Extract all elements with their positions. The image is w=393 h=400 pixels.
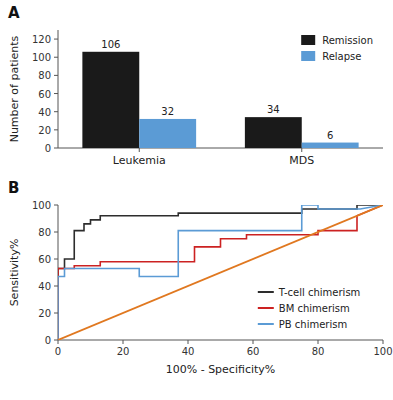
y-tick: [54, 286, 58, 287]
y-tick: [54, 340, 58, 341]
legend: Remission Relapse: [301, 35, 373, 62]
series-line: [58, 205, 383, 340]
y-tick: [54, 111, 58, 112]
bar: [302, 143, 359, 148]
x-tick-label: 0: [55, 346, 61, 357]
y-tick: [54, 39, 58, 40]
x-axis-label: 100% - Specificity%: [166, 363, 276, 376]
y-tick-label: 100: [32, 200, 51, 211]
y-tick: [54, 93, 58, 94]
y-tick: [54, 75, 58, 76]
lines: [58, 205, 383, 340]
x-tick: [139, 148, 140, 152]
y-tick: [54, 313, 58, 314]
data-label: 106: [101, 39, 120, 50]
x-tick-label: 20: [117, 346, 130, 357]
y-axis-label: Sensitivity%: [8, 239, 21, 307]
y-tick: [54, 57, 58, 58]
x-axis-line: [58, 340, 383, 341]
y-tick: [54, 205, 58, 206]
legend-swatch: [301, 35, 315, 45]
legend: T-cell chimerism BM chimerism PB chimerism: [258, 287, 361, 330]
y-tick-label: 0: [45, 335, 51, 346]
panel-label: A: [8, 4, 20, 22]
y-axis-label: Number of patients: [8, 35, 21, 142]
figure: 020406080100120Number of patientsLeukemi…: [0, 0, 393, 400]
bar: [245, 117, 302, 148]
y-tick-label: 60: [38, 254, 51, 265]
x-tick: [58, 340, 59, 344]
data-label: 32: [161, 106, 174, 117]
legend-label: Relapse: [322, 51, 361, 62]
x-tick: [253, 340, 254, 344]
series-line: [58, 205, 383, 340]
x-tick-label: 100: [373, 346, 392, 357]
y-tick: [54, 148, 58, 149]
y-tick: [54, 129, 58, 130]
y-tick-label: 0: [45, 143, 51, 154]
x-tick: [318, 340, 319, 344]
x-tick: [188, 340, 189, 344]
y-tick-label: 60: [38, 89, 51, 100]
legend-swatch: [258, 307, 274, 309]
line-panel: 0 20 40 60 80 100 Sensitivity% 0 20 40 60 80 100 100%…: [8, 179, 393, 376]
legend-swatch: [258, 291, 274, 293]
legend-label: PB chimerism: [279, 319, 347, 330]
y-tick: [54, 232, 58, 233]
x-tick-label: Leukemia: [113, 154, 166, 167]
x-tick-label: MDS: [289, 154, 314, 167]
x-tick-label: 80: [312, 346, 325, 357]
reference-line: [58, 205, 383, 340]
y-tick-label: 80: [38, 70, 51, 81]
bars: [82, 52, 358, 148]
x-tick-label: 40: [182, 346, 195, 357]
y-tick-label: 40: [38, 107, 51, 118]
bar: [82, 52, 139, 148]
data-label: 34: [267, 104, 280, 115]
x-tick-label: 60: [247, 346, 260, 357]
y-tick-label: 20: [38, 125, 51, 136]
bar: [139, 119, 196, 148]
y-tick-label: 120: [32, 34, 51, 45]
data-label: 6: [327, 130, 333, 141]
legend-label: T-cell chimerism: [278, 287, 361, 298]
series-line: [58, 205, 383, 340]
legend-swatch: [301, 51, 315, 61]
y-tick: [54, 259, 58, 260]
panel-label: B: [8, 179, 19, 197]
legend-swatch: [258, 323, 274, 325]
y-tick-label: 20: [38, 308, 51, 319]
x-tick: [301, 148, 302, 152]
y-tick-label: 100: [32, 52, 51, 63]
y-tick-label: 40: [38, 281, 51, 292]
legend-label: Remission: [322, 35, 373, 46]
x-tick: [383, 340, 384, 344]
bar-panel: 0 20 40 60 80 100 120 Number of patients Leukemi…: [8, 4, 383, 167]
x-tick: [123, 340, 124, 344]
y-tick-label: 80: [38, 227, 51, 238]
legend-label: BM chimerism: [279, 303, 350, 314]
